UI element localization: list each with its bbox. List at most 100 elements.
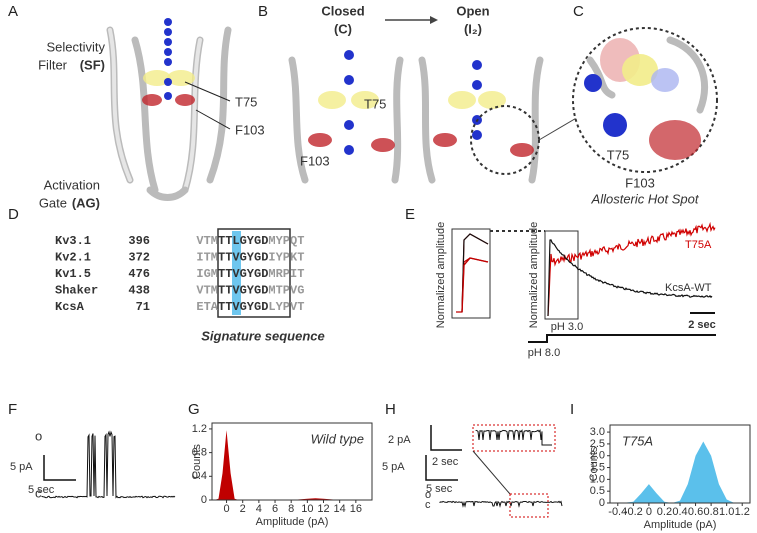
y-tick-label: 0 <box>599 497 605 509</box>
structure-c <box>572 27 718 173</box>
y-tick-label: 1.2 <box>192 423 207 435</box>
label: F103 <box>300 153 330 168</box>
x-tick-label: 16 <box>350 503 362 515</box>
label: Signature sequence <box>201 328 325 343</box>
panel-label: E <box>405 206 415 223</box>
y-tick-label: 0 <box>201 494 207 506</box>
label: o <box>35 428 42 443</box>
inset-box <box>544 230 579 320</box>
label: F103 <box>235 122 265 137</box>
plot-frame <box>211 422 373 501</box>
y-tick-label: 3.0 <box>590 426 605 438</box>
x-axis-label: Amplitude (pA) <box>256 516 329 528</box>
y-axis-label: Counts <box>588 446 600 481</box>
gene-name: Kv2.1 <box>55 251 91 265</box>
label: Open <box>456 3 489 18</box>
sequence-prefix: ETA <box>196 300 218 314</box>
label: T75 <box>607 147 629 162</box>
label: Activation <box>44 177 100 192</box>
y-tick-label: 2.5 <box>590 438 605 450</box>
sequence-prefix: IGM <box>196 267 218 281</box>
y-tick-label: 0.4 <box>192 470 207 482</box>
annotation: Wild type <box>311 431 364 446</box>
label: c <box>35 485 42 500</box>
x-tick-label: 0 <box>646 506 652 518</box>
signature-box <box>217 228 291 318</box>
trace <box>461 233 489 313</box>
position: 71 <box>136 300 150 314</box>
label: Gate <box>39 195 67 210</box>
label: (SF) <box>80 57 105 72</box>
scale-label: 2 sec <box>432 456 459 468</box>
trace <box>439 500 563 508</box>
label: o <box>425 489 431 501</box>
area <box>214 430 356 500</box>
panel-label: C <box>573 3 584 20</box>
structure-a <box>106 18 232 201</box>
axis-label: Normalized amplitude <box>528 222 540 328</box>
annotation: T75A <box>622 433 653 448</box>
scale-label: 5 sec <box>426 483 453 495</box>
sequence-prefix: VTM <box>196 234 218 248</box>
panel-label: B <box>258 3 268 20</box>
axis-label: Normalized amplitude <box>435 222 447 328</box>
x-axis-label: Amplitude (pA) <box>644 519 717 531</box>
label: pH 8.0 <box>528 347 560 359</box>
sequence-suffix: LYPVT <box>268 300 304 314</box>
sequence-core: TTVGYGD <box>218 251 268 265</box>
label: (C) <box>334 21 352 36</box>
sequence-core: TTVGYGD <box>218 284 268 298</box>
sequence-suffix: IYPKT <box>268 251 304 265</box>
label: Allosteric Hot Spot <box>591 191 700 206</box>
scale-label: 5 pA <box>382 461 405 473</box>
sequence-prefix: ITM <box>196 251 218 265</box>
trace <box>461 257 489 313</box>
gene-name: Kv1.5 <box>55 267 91 281</box>
label: Selectivity <box>46 39 105 54</box>
label: Closed <box>321 3 364 18</box>
x-tick-label: 0.8 <box>703 506 718 518</box>
sequence-suffix: MYPQT <box>268 234 304 248</box>
x-tick-label: 0.6 <box>688 506 703 518</box>
x-tick-label: 6 <box>272 503 278 515</box>
y-tick-label: 1.5 <box>590 461 605 473</box>
scale-label: 5 sec <box>28 484 55 496</box>
x-tick-label: 1.2 <box>735 506 750 518</box>
panel-label: I <box>570 401 574 418</box>
structure-b <box>288 50 591 184</box>
x-tick-label: 10 <box>301 503 313 515</box>
scale-label: 5 pA <box>10 461 33 473</box>
y-tick-label: 0.5 <box>590 485 605 497</box>
y-tick-label: 2.0 <box>590 450 605 462</box>
panel-label: G <box>188 401 200 418</box>
sequence-prefix: VTM <box>196 284 218 298</box>
area <box>621 441 735 503</box>
sequence-suffix: MTPVG <box>268 284 304 298</box>
x-tick-label: 8 <box>288 503 294 515</box>
panel-label: D <box>8 206 19 223</box>
x-tick-label: 0.2 <box>657 506 672 518</box>
gene-name: Shaker <box>55 284 98 298</box>
sequence-core: TTVGYGD <box>218 300 268 314</box>
highlight <box>232 231 241 315</box>
label: c <box>425 499 431 511</box>
y-tick-label: 1.0 <box>590 473 605 485</box>
x-tick-label: 12 <box>317 503 329 515</box>
panel-label: A <box>8 3 18 20</box>
x-tick-label: -0.4 <box>608 506 627 518</box>
trace <box>547 239 713 317</box>
sequence-suffix: MRPIT <box>268 267 304 281</box>
label: T75 <box>235 94 257 109</box>
trace <box>547 221 716 316</box>
sequence-core: TTLGYGD <box>218 234 268 248</box>
y-axis-label: Counts <box>191 444 203 479</box>
trace <box>41 430 176 499</box>
position: 438 <box>128 284 150 298</box>
gene-name: Kv3.1 <box>55 234 91 248</box>
label: Filter <box>38 57 68 72</box>
position: 372 <box>128 251 150 265</box>
scale-label: 2 pA <box>388 434 411 446</box>
label: (I₂) <box>464 21 482 36</box>
legend-label: T75A <box>685 239 712 251</box>
